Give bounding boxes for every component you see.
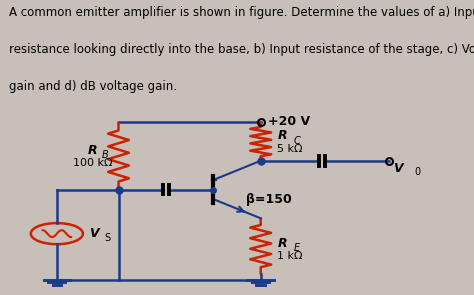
Text: 5 kΩ: 5 kΩ	[277, 144, 303, 154]
Text: 100 kΩ: 100 kΩ	[73, 158, 112, 168]
Text: 1 kΩ: 1 kΩ	[277, 251, 303, 261]
Text: V: V	[393, 162, 403, 175]
Text: gain and d) dB voltage gain.: gain and d) dB voltage gain.	[9, 80, 177, 93]
Text: S: S	[104, 233, 110, 243]
Text: +20 V: +20 V	[268, 115, 310, 128]
Text: A common emitter amplifier is shown in figure. Determine the values of a) Input: A common emitter amplifier is shown in f…	[9, 6, 474, 19]
Text: 0: 0	[415, 167, 421, 177]
Text: E: E	[294, 243, 300, 253]
Text: R: R	[277, 237, 287, 250]
Text: B: B	[102, 150, 109, 160]
Text: resistance looking directly into the base, b) Input resistance of the stage, c) : resistance looking directly into the bas…	[9, 42, 474, 55]
Text: C: C	[294, 136, 301, 146]
Text: β=150: β=150	[246, 193, 292, 206]
Text: R: R	[88, 144, 97, 157]
Text: V: V	[89, 227, 98, 240]
Text: R: R	[277, 129, 287, 142]
